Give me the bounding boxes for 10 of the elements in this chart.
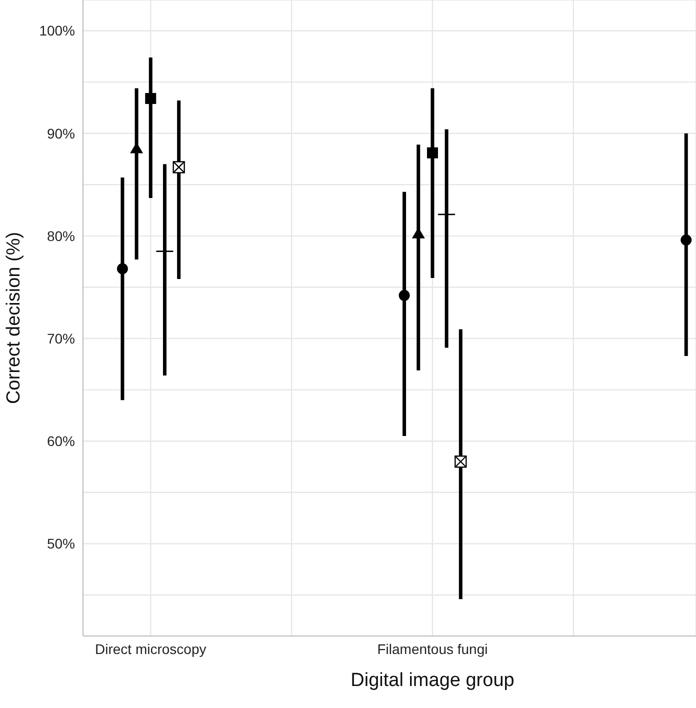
x-tick-label: Direct microscopy [95,640,206,657]
y-tick-label: 90% [46,125,75,142]
x-axis-title: Digital image group [350,670,514,691]
y-tick-label: 70% [46,330,75,346]
y-tick-label: 50% [46,536,75,552]
y-axis-title: Correct decision (%) [4,232,24,404]
y-tick-label: 100% [39,22,75,39]
y-tick-label: 60% [46,433,75,450]
y-tick-label: 80% [46,228,75,244]
x-tick-label: Filamentous fungi [377,640,488,657]
